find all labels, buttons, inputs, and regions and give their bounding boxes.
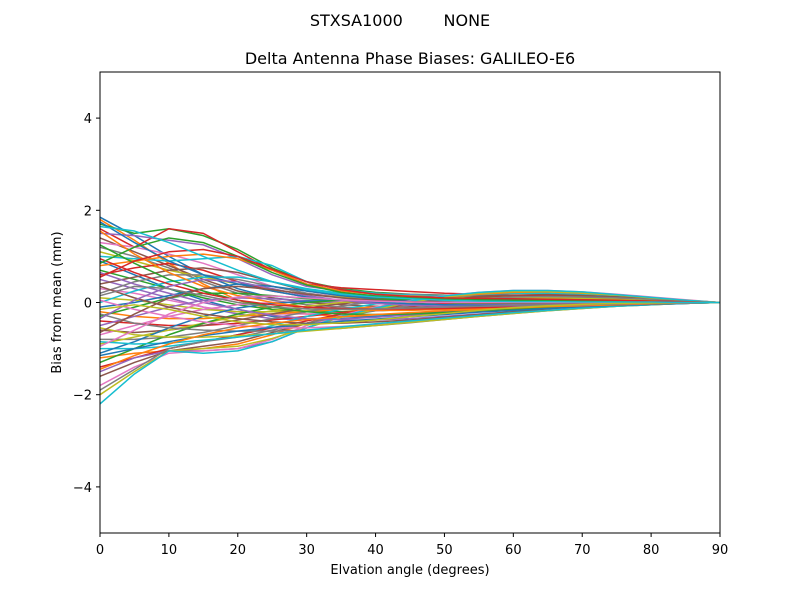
series-line-59 bbox=[100, 225, 720, 304]
series-line-49 bbox=[100, 301, 720, 345]
x-tick-label: 30 bbox=[298, 543, 315, 558]
x-tick-label: 10 bbox=[161, 543, 178, 558]
x-tick-label: 50 bbox=[436, 543, 453, 558]
x-tick-label: 90 bbox=[712, 543, 729, 558]
series-line-53 bbox=[100, 248, 720, 304]
series-line-58 bbox=[100, 301, 720, 326]
y-tick-label: 0 bbox=[84, 297, 92, 312]
x-tick-label: 20 bbox=[230, 543, 247, 558]
series-line-51 bbox=[100, 301, 720, 371]
x-tick-label: 0 bbox=[96, 543, 104, 558]
y-tick-label: −2 bbox=[73, 389, 92, 404]
series-layer bbox=[100, 216, 720, 405]
plot-area bbox=[100, 216, 720, 405]
chart-title: Delta Antenna Phase Biases: GALILEO-E6 bbox=[245, 49, 575, 68]
y-tick-label: 4 bbox=[84, 112, 92, 127]
y-tick-label: 2 bbox=[84, 204, 92, 219]
x-axis: 0 10 20 30 40 50 60 70 80 90 bbox=[96, 533, 728, 558]
x-axis-label: Elvation angle (degrees) bbox=[330, 563, 489, 578]
x-tick-label: 80 bbox=[643, 543, 660, 558]
x-tick-label: 70 bbox=[574, 543, 591, 558]
y-axis-label: Bias from mean (mm) bbox=[50, 231, 65, 373]
x-tick-label: 40 bbox=[367, 543, 384, 558]
figure-suptitle: STXSA1000 NONE bbox=[310, 11, 490, 30]
y-axis: −4 −2 0 2 4 bbox=[73, 112, 100, 496]
x-tick-label: 60 bbox=[505, 543, 522, 558]
y-tick-label: −4 bbox=[73, 481, 92, 496]
